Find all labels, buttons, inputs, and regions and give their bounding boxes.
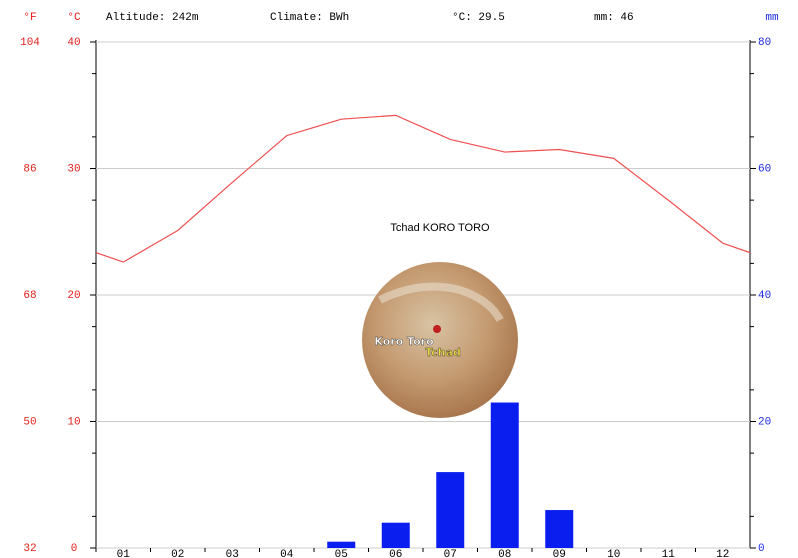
- y2-tick-label: 80: [758, 37, 771, 49]
- precip-bar: [327, 541, 356, 548]
- temp-line: [122, 114, 724, 263]
- mean-temp: °C: 29.5: [452, 12, 505, 24]
- altitude: Altitude: 242m: [106, 12, 199, 24]
- y2-tick-label: 20: [758, 416, 771, 428]
- annotation: Tchad KORO TORO: [390, 222, 490, 234]
- temp-line-wrap: [722, 242, 751, 254]
- precip-bar: [436, 472, 465, 548]
- y-tick-label: 30: [67, 163, 80, 175]
- x-tick-label: 03: [226, 549, 239, 558]
- c-unit: °C: [67, 12, 81, 24]
- f-unit: °F: [23, 12, 36, 24]
- x-tick-label: 12: [716, 549, 729, 558]
- precip-bar: [490, 402, 519, 548]
- x-tick-label: 05: [335, 549, 348, 558]
- y2-tick-label: 60: [758, 163, 771, 175]
- y-tick-label: 20: [67, 290, 80, 302]
- x-tick-label: 02: [171, 549, 184, 558]
- x-tick-label: 09: [553, 549, 566, 558]
- mm-unit: mm: [765, 12, 779, 24]
- x-tick-label: 07: [444, 549, 457, 558]
- f-tick-label: 86: [23, 163, 36, 175]
- y2-tick-label: 40: [758, 290, 771, 302]
- f-tick-label: 32: [23, 543, 36, 555]
- x-tick-label: 10: [607, 549, 620, 558]
- precip-bar: [381, 522, 410, 548]
- total-precip: mm: 46: [594, 12, 634, 24]
- f-tick-label: 68: [23, 290, 36, 302]
- x-tick-label: 01: [117, 549, 131, 558]
- x-tick-label: 08: [498, 549, 511, 558]
- map-texture: [378, 282, 504, 322]
- precip-bar: [545, 510, 574, 548]
- x-tick-label: 11: [662, 549, 676, 558]
- temp-line-wrap: [95, 252, 124, 263]
- x-tick-label: 04: [280, 549, 294, 558]
- map-pin: [433, 325, 442, 340]
- y2-tick-label: 0: [758, 543, 765, 555]
- f-tick-label: 104: [20, 37, 40, 49]
- y-tick-label: 0: [71, 543, 78, 555]
- x-tick-label: 06: [389, 549, 402, 558]
- y-tick-label: 10: [67, 416, 80, 428]
- y-tick-label: 40: [67, 37, 80, 49]
- map-label: Tchad: [425, 346, 461, 359]
- climate: Climate: BWh: [270, 12, 349, 24]
- f-tick-label: 50: [23, 416, 36, 428]
- map-label: Koro Toro: [374, 335, 434, 348]
